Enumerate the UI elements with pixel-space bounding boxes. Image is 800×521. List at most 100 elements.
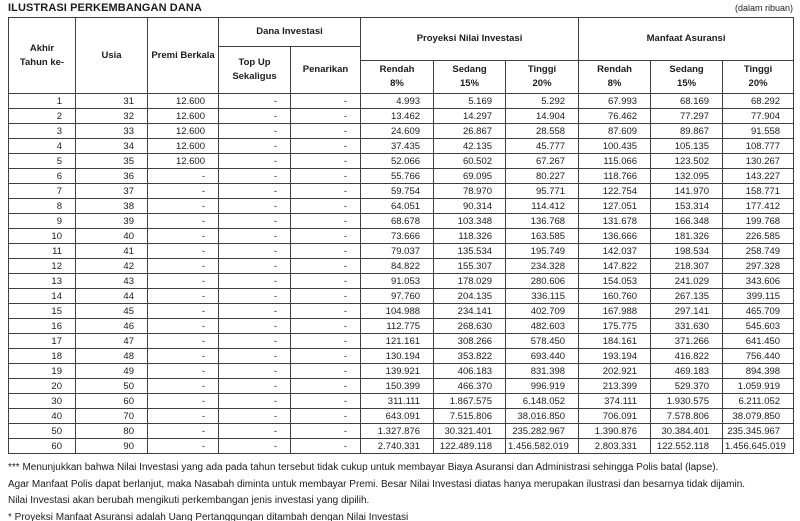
table-row: 7 37- - -59.754 78.970 95.771 122.754 141.970 15… xyxy=(8,183,795,199)
cell-proj-mid-15: 69.095 xyxy=(433,168,507,184)
cell-premium: - xyxy=(147,198,219,214)
cell-premium: - xyxy=(147,423,219,439)
cell-year: 5 xyxy=(8,153,76,169)
cell-benefit-low-8: 167.988 xyxy=(578,303,652,319)
cell-benefit-high-20: 545.603 xyxy=(722,318,795,334)
cell-benefit-mid-15: 198.534 xyxy=(650,243,724,259)
cell-benefit-mid-15: 105.135 xyxy=(650,138,724,154)
cell-benefit-low-8: 131.678 xyxy=(578,213,652,229)
cell-benefit-low-8: 76.462 xyxy=(578,108,652,124)
cell-benefit-low-8: 115.066 xyxy=(578,153,652,169)
cell-proj-mid-15: 122.489.118 xyxy=(433,438,507,454)
cell-benefit-low-8: 67.993 xyxy=(578,93,652,109)
cell-withdrawal: - xyxy=(289,363,362,379)
cell-proj-low-8: 59.754 xyxy=(360,183,435,199)
cell-benefit-high-20: 91.558 xyxy=(722,123,795,139)
cell-withdrawal: - xyxy=(289,228,362,244)
cell-benefit-high-20: 158.771 xyxy=(722,183,795,199)
cell-proj-mid-15: 78.970 xyxy=(433,183,507,199)
cell-proj-low-8: 112.775 xyxy=(360,318,435,334)
cell-proj-high-20: 482.603 xyxy=(505,318,580,334)
header-premium: Premi Berkala xyxy=(147,17,219,94)
cell-age: 33 xyxy=(75,123,148,139)
cell-benefit-high-20: 297.328 xyxy=(722,258,795,274)
cell-proj-high-20: 45.777 xyxy=(505,138,580,154)
cell-proj-low-8: 24.609 xyxy=(360,123,435,139)
header-group-manfaat: Manfaat Asuransi xyxy=(578,17,795,61)
scenario-rate: 15% xyxy=(460,78,480,89)
cell-withdrawal: - xyxy=(289,393,362,409)
cell-proj-high-20: 235.282.967 xyxy=(505,423,580,439)
cell-benefit-high-20: 343.606 xyxy=(722,273,795,289)
cell-year: 15 xyxy=(8,303,76,319)
cell-premium: - xyxy=(147,333,219,349)
cell-proj-mid-15: 308.266 xyxy=(433,333,507,349)
cell-proj-mid-15: 234.141 xyxy=(433,303,507,319)
cell-benefit-low-8: 175.775 xyxy=(578,318,652,334)
cell-top-up: - xyxy=(218,273,291,289)
cell-withdrawal: - xyxy=(289,303,362,319)
cell-benefit-low-8: 87.609 xyxy=(578,123,652,139)
cell-benefit-mid-15: 331.630 xyxy=(650,318,724,334)
cell-proj-high-20: 80.227 xyxy=(505,168,580,184)
cell-premium: - xyxy=(147,273,219,289)
cell-top-up: - xyxy=(218,423,291,439)
cell-age: 90 xyxy=(75,438,148,454)
cell-benefit-high-20: 199.768 xyxy=(722,213,795,229)
cell-proj-low-8: 37.435 xyxy=(360,138,435,154)
cell-benefit-low-8: 100.435 xyxy=(578,138,652,154)
cell-year: 3 xyxy=(8,123,76,139)
cell-proj-low-8: 121.161 xyxy=(360,333,435,349)
cell-benefit-high-20: 894.398 xyxy=(722,363,795,379)
cell-top-up: - xyxy=(218,378,291,394)
cell-proj-mid-15: 466.370 xyxy=(433,378,507,394)
illustration-table-body: 1 31 12.600- -4.993 5.169 5.292 67.993 68.169 68… xyxy=(8,93,795,454)
scenario-rate: 20% xyxy=(748,78,768,89)
cell-proj-low-8: 73.666 xyxy=(360,228,435,244)
cell-age: 44 xyxy=(75,288,148,304)
cell-premium: - xyxy=(147,288,219,304)
cell-benefit-high-20: 258.749 xyxy=(722,243,795,259)
cell-withdrawal: - xyxy=(289,288,362,304)
cell-proj-low-8: 64.051 xyxy=(360,198,435,214)
cell-proj-high-20: 28.558 xyxy=(505,123,580,139)
header-benefit-rendah: Rendah 8% xyxy=(578,60,652,94)
cell-proj-high-20: 693.440 xyxy=(505,348,580,364)
cell-benefit-mid-15: 416.822 xyxy=(650,348,724,364)
table-row: 12 42- - -84.822 155.307 234.328 147.822 218.30… xyxy=(8,258,795,274)
cell-benefit-high-20: 108.777 xyxy=(722,138,795,154)
cell-top-up: - xyxy=(218,153,291,169)
cell-benefit-low-8: 142.037 xyxy=(578,243,652,259)
cell-withdrawal: - xyxy=(289,438,362,454)
cell-top-up: - xyxy=(218,318,291,334)
header-topup-line1: Top Up xyxy=(238,57,271,69)
cell-age: 43 xyxy=(75,273,148,289)
cell-proj-high-20: 67.267 xyxy=(505,153,580,169)
cell-withdrawal: - xyxy=(289,123,362,139)
cell-premium: 12.600 xyxy=(147,93,219,109)
cell-proj-mid-15: 90.314 xyxy=(433,198,507,214)
scenario-label: Rendah xyxy=(379,64,415,76)
cell-year: 11 xyxy=(8,243,76,259)
cell-withdrawal: - xyxy=(289,378,362,394)
table-row: 15 45- - -104.988 234.141 402.709 167.988 297.1… xyxy=(8,303,795,319)
cell-benefit-high-20: 1.059.919 xyxy=(722,378,795,394)
cell-benefit-low-8: 127.051 xyxy=(578,198,652,214)
cell-proj-mid-15: 5.169 xyxy=(433,93,507,109)
cell-withdrawal: - xyxy=(289,198,362,214)
cell-premium: - xyxy=(147,408,219,424)
cell-top-up: - xyxy=(218,213,291,229)
cell-proj-mid-15: 42.135 xyxy=(433,138,507,154)
header-proj-sedang: Sedang 15% xyxy=(433,60,507,94)
cell-benefit-mid-15: 241.029 xyxy=(650,273,724,289)
cell-age: 70 xyxy=(75,408,148,424)
cell-proj-low-8: 643.091 xyxy=(360,408,435,424)
cell-proj-mid-15: 7.515.806 xyxy=(433,408,507,424)
cell-withdrawal: - xyxy=(289,348,362,364)
cell-premium: - xyxy=(147,258,219,274)
cell-premium: 12.600 xyxy=(147,123,219,139)
footnote-investment-change: Nilai Investasi akan berubah mengikuti p… xyxy=(8,495,370,506)
cell-benefit-low-8: 2.803.331 xyxy=(578,438,652,454)
cell-proj-mid-15: 14.297 xyxy=(433,108,507,124)
footnote-lapse: *** Menunjukkan bahwa Nilai Investasi ya… xyxy=(8,462,719,473)
